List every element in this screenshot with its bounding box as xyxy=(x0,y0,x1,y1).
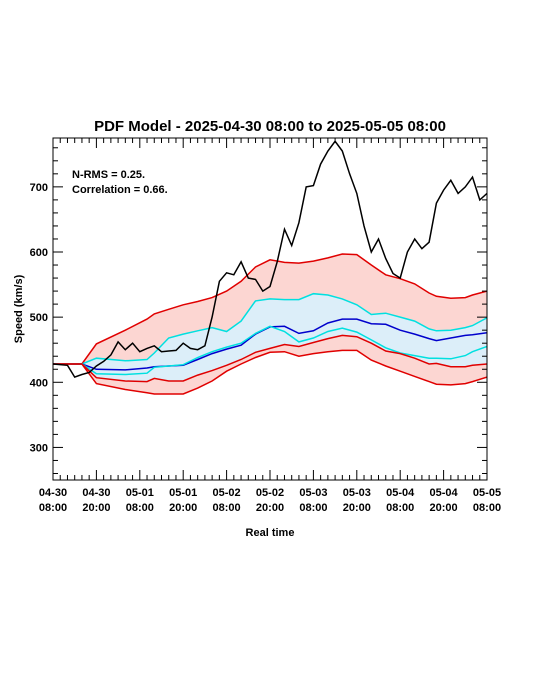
y-tick-label: 400 xyxy=(30,377,48,389)
x-tick-label-time: 20:00 xyxy=(343,502,371,514)
series-line-1 xyxy=(53,292,487,365)
lines-layer xyxy=(53,140,487,395)
chart-title: PDF Model - 2025-04-30 08:00 to 2025-05-… xyxy=(94,118,446,135)
x-tick-label-date: 04-30 xyxy=(82,487,110,499)
observed-line xyxy=(53,140,487,379)
annotation-nrms: N-RMS = 0.25. xyxy=(72,169,145,181)
x-tick-label-date: 05-04 xyxy=(386,487,415,499)
x-tick-label-date: 05-03 xyxy=(343,487,371,499)
outer-upper-line xyxy=(53,253,487,365)
series-line-4 xyxy=(53,334,487,383)
x-tick-label-time: 08:00 xyxy=(213,502,241,514)
x-tick-label-time: 08:00 xyxy=(386,502,414,514)
x-tick-label-date: 05-02 xyxy=(213,487,241,499)
y-axis-label: Speed (km/s) xyxy=(13,274,25,343)
axes-layer: 300 400 500 600 700 04-30 08:00 04-30 20:00 05-01… xyxy=(30,137,501,514)
x-tick-label-time: 08:00 xyxy=(39,502,67,514)
series-line-2 xyxy=(53,318,487,371)
x-tick-label-date: 04-30 xyxy=(39,487,67,499)
x-tick-label-time: 08:00 xyxy=(126,502,154,514)
inner-band-fill xyxy=(53,293,487,382)
annotation-correlation: Correlation = 0.66. xyxy=(72,184,168,196)
x-axis-label: Real time xyxy=(246,527,295,539)
x-tick-label-date: 05-01 xyxy=(169,487,197,499)
x-tick-label-time: 20:00 xyxy=(430,502,458,514)
x-tick-label-date: 05-03 xyxy=(299,487,327,499)
y-tick-label: 500 xyxy=(30,312,48,324)
series-line-3 xyxy=(53,325,487,376)
x-tick-label-time: 20:00 xyxy=(256,502,284,514)
x-tick-label-time: 08:00 xyxy=(473,502,501,514)
x-tick-label-date: 05-02 xyxy=(256,487,284,499)
x-tick-label-time: 08:00 xyxy=(299,502,327,514)
x-tick-label-time: 20:00 xyxy=(169,502,197,514)
x-tick-label-time: 20:00 xyxy=(82,502,110,514)
y-tick-label: 600 xyxy=(30,247,48,259)
x-tick-label-date: 05-01 xyxy=(126,487,154,499)
x-tick-label-date: 05-04 xyxy=(430,487,459,499)
x-tick-label-date: 05-05 xyxy=(473,487,501,499)
bands-layer xyxy=(53,254,487,394)
series-line-5 xyxy=(53,349,487,395)
y-tick-label: 700 xyxy=(30,182,48,194)
y-tick-label: 300 xyxy=(30,442,48,454)
